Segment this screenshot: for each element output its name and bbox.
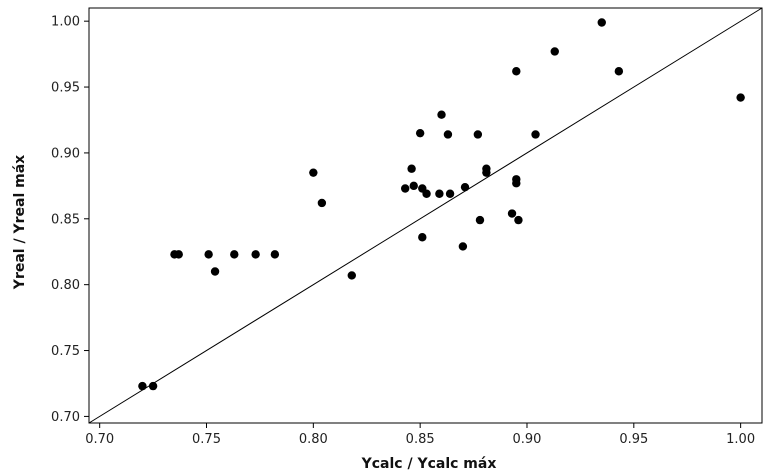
x-tick-label: 0.85	[406, 432, 435, 447]
data-point	[597, 18, 606, 27]
data-point	[473, 130, 483, 139]
data-point	[317, 198, 327, 208]
data-point	[204, 250, 213, 259]
data-point	[512, 67, 521, 76]
plot-frame	[88, 7, 763, 424]
data-point	[445, 189, 455, 198]
data-point	[407, 164, 416, 173]
data-point	[550, 47, 559, 56]
y-axis-title: Yreal / Yreal máx	[12, 155, 28, 290]
y-tick-label: 0.90	[51, 146, 80, 161]
x-tick-label: 0.75	[192, 432, 221, 447]
data-point	[614, 67, 624, 76]
data-point	[418, 233, 427, 242]
data-point	[531, 130, 540, 139]
data-point	[435, 189, 444, 198]
y-tick-label: 0.80	[51, 278, 80, 293]
data-point	[210, 267, 220, 276]
x-axis-title: Ycalc / Ycalc máx	[361, 456, 497, 472]
data-point	[415, 128, 425, 138]
data-point	[251, 250, 260, 259]
x-tick-label: 0.95	[619, 432, 648, 447]
data-point	[148, 381, 158, 391]
data-point	[736, 93, 745, 102]
y-tick-label: 1.00	[51, 15, 80, 30]
data-point	[512, 175, 521, 184]
data-point	[138, 381, 147, 391]
data-point	[437, 110, 446, 119]
y-tick-label: 0.95	[51, 81, 80, 96]
x-axis: 0.70 0.75 0.80 0.85 0.90 0.95 1.00	[85, 423, 755, 447]
x-tick-label: 0.70	[85, 432, 114, 447]
x-tick-label: 1.00	[726, 432, 755, 447]
data-point	[460, 182, 470, 192]
data-point	[270, 250, 280, 259]
data-point	[507, 209, 517, 218]
data-point	[458, 242, 468, 251]
data-point	[443, 130, 453, 139]
data-point	[422, 189, 431, 198]
y-axis: 0.70 0.75 0.80 0.85 0.90 0.95 1.00	[51, 15, 89, 425]
y-tick-label: 0.75	[51, 344, 80, 359]
data-point	[514, 215, 523, 225]
x-tick-label: 0.90	[513, 432, 542, 447]
data-point	[230, 250, 239, 259]
data-point	[174, 250, 183, 259]
data-point	[482, 164, 491, 173]
data-point	[401, 184, 410, 193]
data-point	[347, 271, 356, 280]
data-point	[409, 181, 418, 191]
y-tick-label: 0.85	[51, 212, 80, 227]
y-tick-label: 0.70	[51, 410, 80, 425]
plot-area	[88, 7, 763, 424]
x-tick-label: 0.80	[299, 432, 328, 447]
data-point	[309, 168, 318, 177]
reference-line	[88, 7, 763, 424]
data-point	[475, 215, 485, 225]
